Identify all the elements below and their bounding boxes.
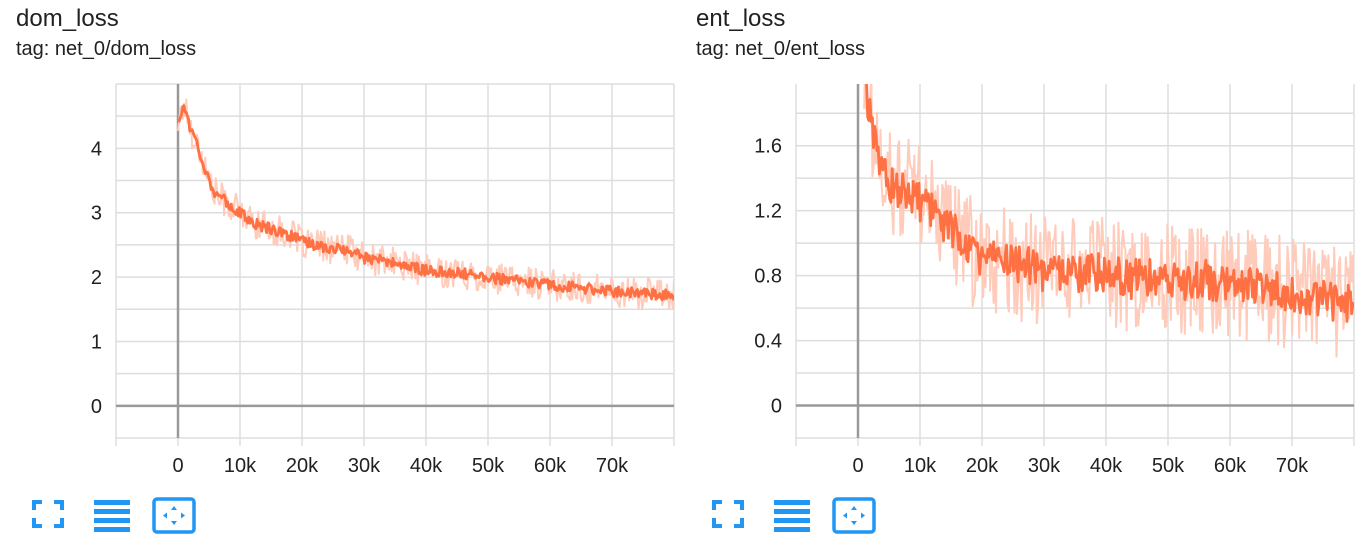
x-tick-label: 0	[852, 455, 863, 477]
fit-domain-button[interactable]	[832, 496, 876, 536]
y-tick-label: 3	[91, 203, 102, 225]
chart-tag: tag: net_0/dom_loss	[16, 38, 197, 60]
y-tick-label: 0.4	[754, 331, 782, 353]
fit-domain-icon	[832, 497, 876, 534]
line-chart-dom-loss[interactable]: 0 10k 20k 30k 40k 50k 60k 70k 0 1 2 3 4	[0, 70, 680, 490]
chart-tag: tag: net_0/ent_loss	[696, 38, 866, 60]
x-tick-label: 50k	[472, 455, 505, 477]
x-tick-label: 20k	[966, 455, 999, 477]
fullscreen-icon	[32, 500, 64, 528]
y-tick-label: 4	[91, 138, 102, 160]
x-tick-label: 0	[172, 455, 183, 477]
x-tick-label: 10k	[224, 455, 257, 477]
y-tick-label: 1.6	[754, 136, 782, 158]
raw-series-line	[863, 84, 1354, 358]
y-tick-label: 1	[91, 331, 102, 353]
x-tick-label: 20k	[286, 455, 319, 477]
fullscreen-button[interactable]	[710, 496, 754, 536]
toggle-log-scale-button[interactable]	[772, 496, 816, 536]
chart-card-dom-loss: dom_loss tag: net_0/dom_loss 0 10k 20k 30k 4…	[0, 0, 680, 547]
x-tick-label: 40k	[410, 455, 443, 477]
y-tick-label: 1.2	[754, 201, 782, 223]
y-tick-label: 0	[771, 396, 782, 418]
log-scale-lines-icon	[774, 500, 810, 532]
fullscreen-button[interactable]	[30, 496, 74, 536]
x-tick-label: 60k	[1214, 455, 1247, 477]
smoothed-series-line	[176, 104, 674, 302]
x-tick-label: 10k	[904, 455, 937, 477]
x-tick-label: 50k	[1152, 455, 1185, 477]
chart-title: ent_loss	[696, 5, 786, 32]
fit-domain-button[interactable]	[152, 496, 196, 536]
y-tick-label: 0.8	[754, 266, 782, 288]
x-tick-label: 30k	[348, 455, 381, 477]
y-tick-label: 0	[91, 396, 102, 418]
log-scale-lines-icon	[94, 500, 130, 532]
y-tick-label: 2	[91, 267, 102, 289]
line-chart-ent-loss[interactable]: 0 10k 20k 30k 40k 50k 60k 70k 0 0.4 0.8 1.2 1.6	[680, 70, 1360, 490]
x-tick-label: 30k	[1028, 455, 1061, 477]
toggle-log-scale-button[interactable]	[92, 496, 136, 536]
x-tick-label: 40k	[1090, 455, 1123, 477]
smoothed-series-line	[865, 84, 1354, 323]
chart-title: dom_loss	[16, 5, 119, 32]
fit-domain-icon	[152, 497, 196, 534]
chart-card-ent-loss: ent_loss tag: net_0/ent_loss 0 10k 20k 30k 4…	[680, 0, 1360, 547]
fullscreen-icon	[712, 500, 744, 528]
x-tick-label: 70k	[1276, 455, 1309, 477]
x-tick-label: 60k	[534, 455, 567, 477]
x-tick-label: 70k	[596, 455, 629, 477]
